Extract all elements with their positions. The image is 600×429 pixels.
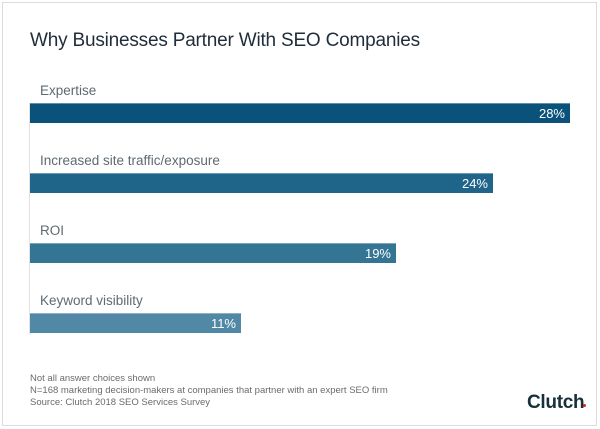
bar-label-traffic: Increased site traffic/exposure (40, 153, 220, 168)
chart-title: Why Businesses Partner With SEO Companie… (30, 30, 420, 51)
footnote-sample: N=168 marketing decision-makers at compa… (30, 385, 388, 396)
bar-label-roi: ROI (40, 223, 65, 238)
y-axis-line (29, 103, 30, 335)
footnotes: Not all answer choices shown N=168 marke… (30, 373, 388, 409)
bar-keyword: 11% (30, 313, 241, 333)
bar-value: 24% (461, 176, 488, 191)
bar-value: 11% (210, 316, 236, 331)
clutch-logo: Clutch (527, 392, 586, 414)
footnote-source: Source: Clutch 2018 SEO Services Survey (30, 397, 211, 408)
bar-label-expertise: Expertise (40, 83, 97, 98)
logo-dot-icon (583, 404, 586, 407)
footnote-choices: Not all answer choices shown (30, 373, 156, 384)
bar-roi: 19% (30, 243, 396, 263)
bar-value: 19% (364, 246, 391, 261)
logo-text: Clutch (527, 392, 585, 413)
bar-label-keyword: Keyword visibility (40, 293, 143, 308)
bar-traffic: 24% (30, 173, 493, 193)
bar-expertise: 28% (30, 103, 570, 123)
bar-value: 28% (538, 106, 565, 121)
